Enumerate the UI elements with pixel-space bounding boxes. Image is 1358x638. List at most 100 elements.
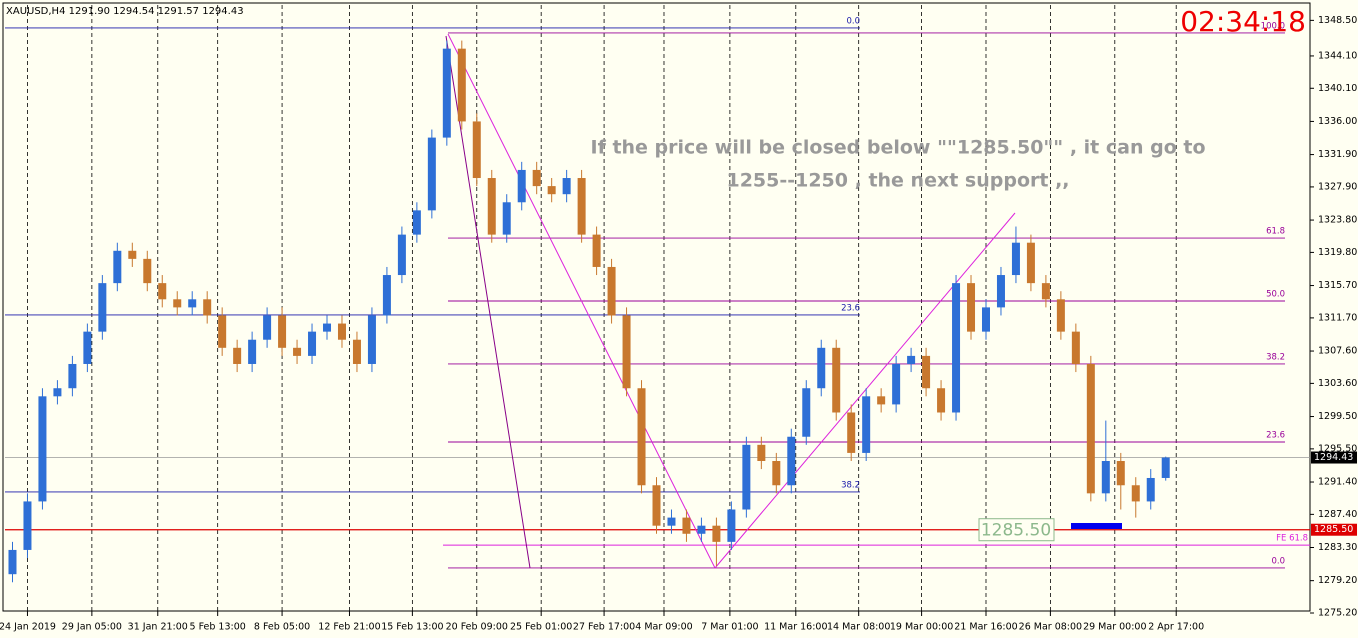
x-tick-label: 7 Mar 01:00 [701,622,758,633]
candle-body [727,509,736,542]
fib-label: 23.6 [841,303,860,313]
y-tick-label: 1279.20 [1318,575,1357,586]
candle-body [8,549,17,575]
candle-body [592,234,601,267]
candle-body [682,517,691,534]
candle-body [802,388,811,437]
candle-body [83,331,92,364]
candle-body [832,347,841,413]
x-tick-label: 29 Jan 05:00 [62,622,122,633]
price-box [1311,451,1357,464]
x-tick-label: 19 Mar 00:00 [890,622,953,633]
timer: 02:34:18 [1180,5,1306,38]
candle-body [1131,485,1140,502]
candle-body [263,315,272,340]
y-tick-label: 1283.30 [1318,542,1357,553]
candle-body [667,517,676,526]
fib-label: 50.0 [1266,289,1285,299]
candle-body [397,234,406,276]
candle-body [922,355,931,389]
annotation: If the price will be closed below ""1285… [591,137,1206,159]
annotation: 1255--1250 , the next support ,, [726,170,1069,192]
candle-body [877,396,886,405]
support-zone [1071,523,1122,529]
candle-body [772,461,781,486]
candle-body [203,299,212,316]
x-tick-label: 12 Feb 21:00 [318,622,380,633]
trend-line [447,33,716,569]
candle-body [53,388,62,397]
candles [8,40,1170,583]
y-tick-label: 1348.50 [1318,15,1357,26]
candle-body [712,525,721,542]
fibonacci: 100.0 61.8 50.0 38.2 23.6 0.0 0.0 23.6 38.2 FE 61… [5,16,1310,569]
candle-body [442,48,451,138]
y-tick-label: 1315.70 [1318,280,1357,291]
candle-body [697,525,706,534]
candle-body [38,396,47,502]
y-tick-label: 1344.10 [1318,50,1357,61]
grid [27,5,1177,611]
candle-body [502,202,511,235]
fib-label: 38.2 [1266,352,1285,362]
candle-body [367,315,376,364]
x-tick-label: 20 Feb 09:00 [446,622,508,633]
x-tick-label: 29 Mar 00:00 [1083,622,1146,633]
y-tick-label: 1291.40 [1318,477,1357,488]
candle-body [1116,461,1125,486]
y-tick-label: 1336.00 [1318,116,1357,127]
fib-label: 0.0 [1271,556,1285,566]
level-tag: 1285.50 [981,521,1051,541]
x-tick-label: 4 Mar 09:00 [635,622,692,633]
plot-frame [2,2,1311,612]
candle-body [607,266,616,316]
candle-body [188,299,197,308]
level-box [1311,523,1357,536]
y-tick-label: 1287.40 [1318,509,1357,520]
candle-body [248,339,257,364]
candle-body [1041,283,1050,300]
candle-body [517,169,526,203]
candle-body [323,323,332,332]
trend-line [445,35,531,569]
candle-body [472,121,481,179]
fib-label: 23.6 [1266,431,1285,441]
y-tick-label: 1323.80 [1318,215,1357,226]
candle-body [892,363,901,405]
candle-body [787,436,796,486]
candle-body [862,396,871,453]
expansion-label: FE 61.8 [1276,534,1308,544]
fib-label: 61.8 [1266,227,1285,237]
y-tick-label: 1299.50 [1318,411,1357,422]
x-tick-label: 21 Mar 16:00 [954,622,1017,633]
candle-body [847,412,856,453]
candle-body [98,283,107,332]
level-price-label: 1285.50 [1314,524,1353,535]
candle-body [113,250,122,284]
candle-body [817,347,826,389]
fib-label: 100.0 [1261,21,1285,31]
candle-body [1146,477,1155,502]
candle-body [218,315,227,348]
current-price-label: 1294.43 [1314,452,1353,463]
candle-body [981,307,990,332]
candle-body [382,275,391,316]
candle-body [143,258,152,284]
candle-body [1011,242,1020,276]
x-tick-label: 8 Feb 05:00 [254,622,310,633]
candle-body [1056,299,1065,332]
candle-body [278,315,287,348]
candle-body [293,347,302,356]
chart-title: XAUUSD,H4 1291.90 1294.54 1291.57 1294.4… [6,6,244,17]
candle-body [1026,242,1035,284]
candle-body [173,299,182,308]
candle-body [996,275,1005,308]
candle-body [757,444,766,461]
y-tick-label: 1295.50 [1318,443,1357,454]
candle-body [967,283,976,332]
level-tag-box [978,518,1055,542]
y-tick-label: 1303.60 [1318,378,1357,389]
candle-body [233,347,242,364]
x-tick-label: 27 Feb 17:00 [573,622,635,633]
